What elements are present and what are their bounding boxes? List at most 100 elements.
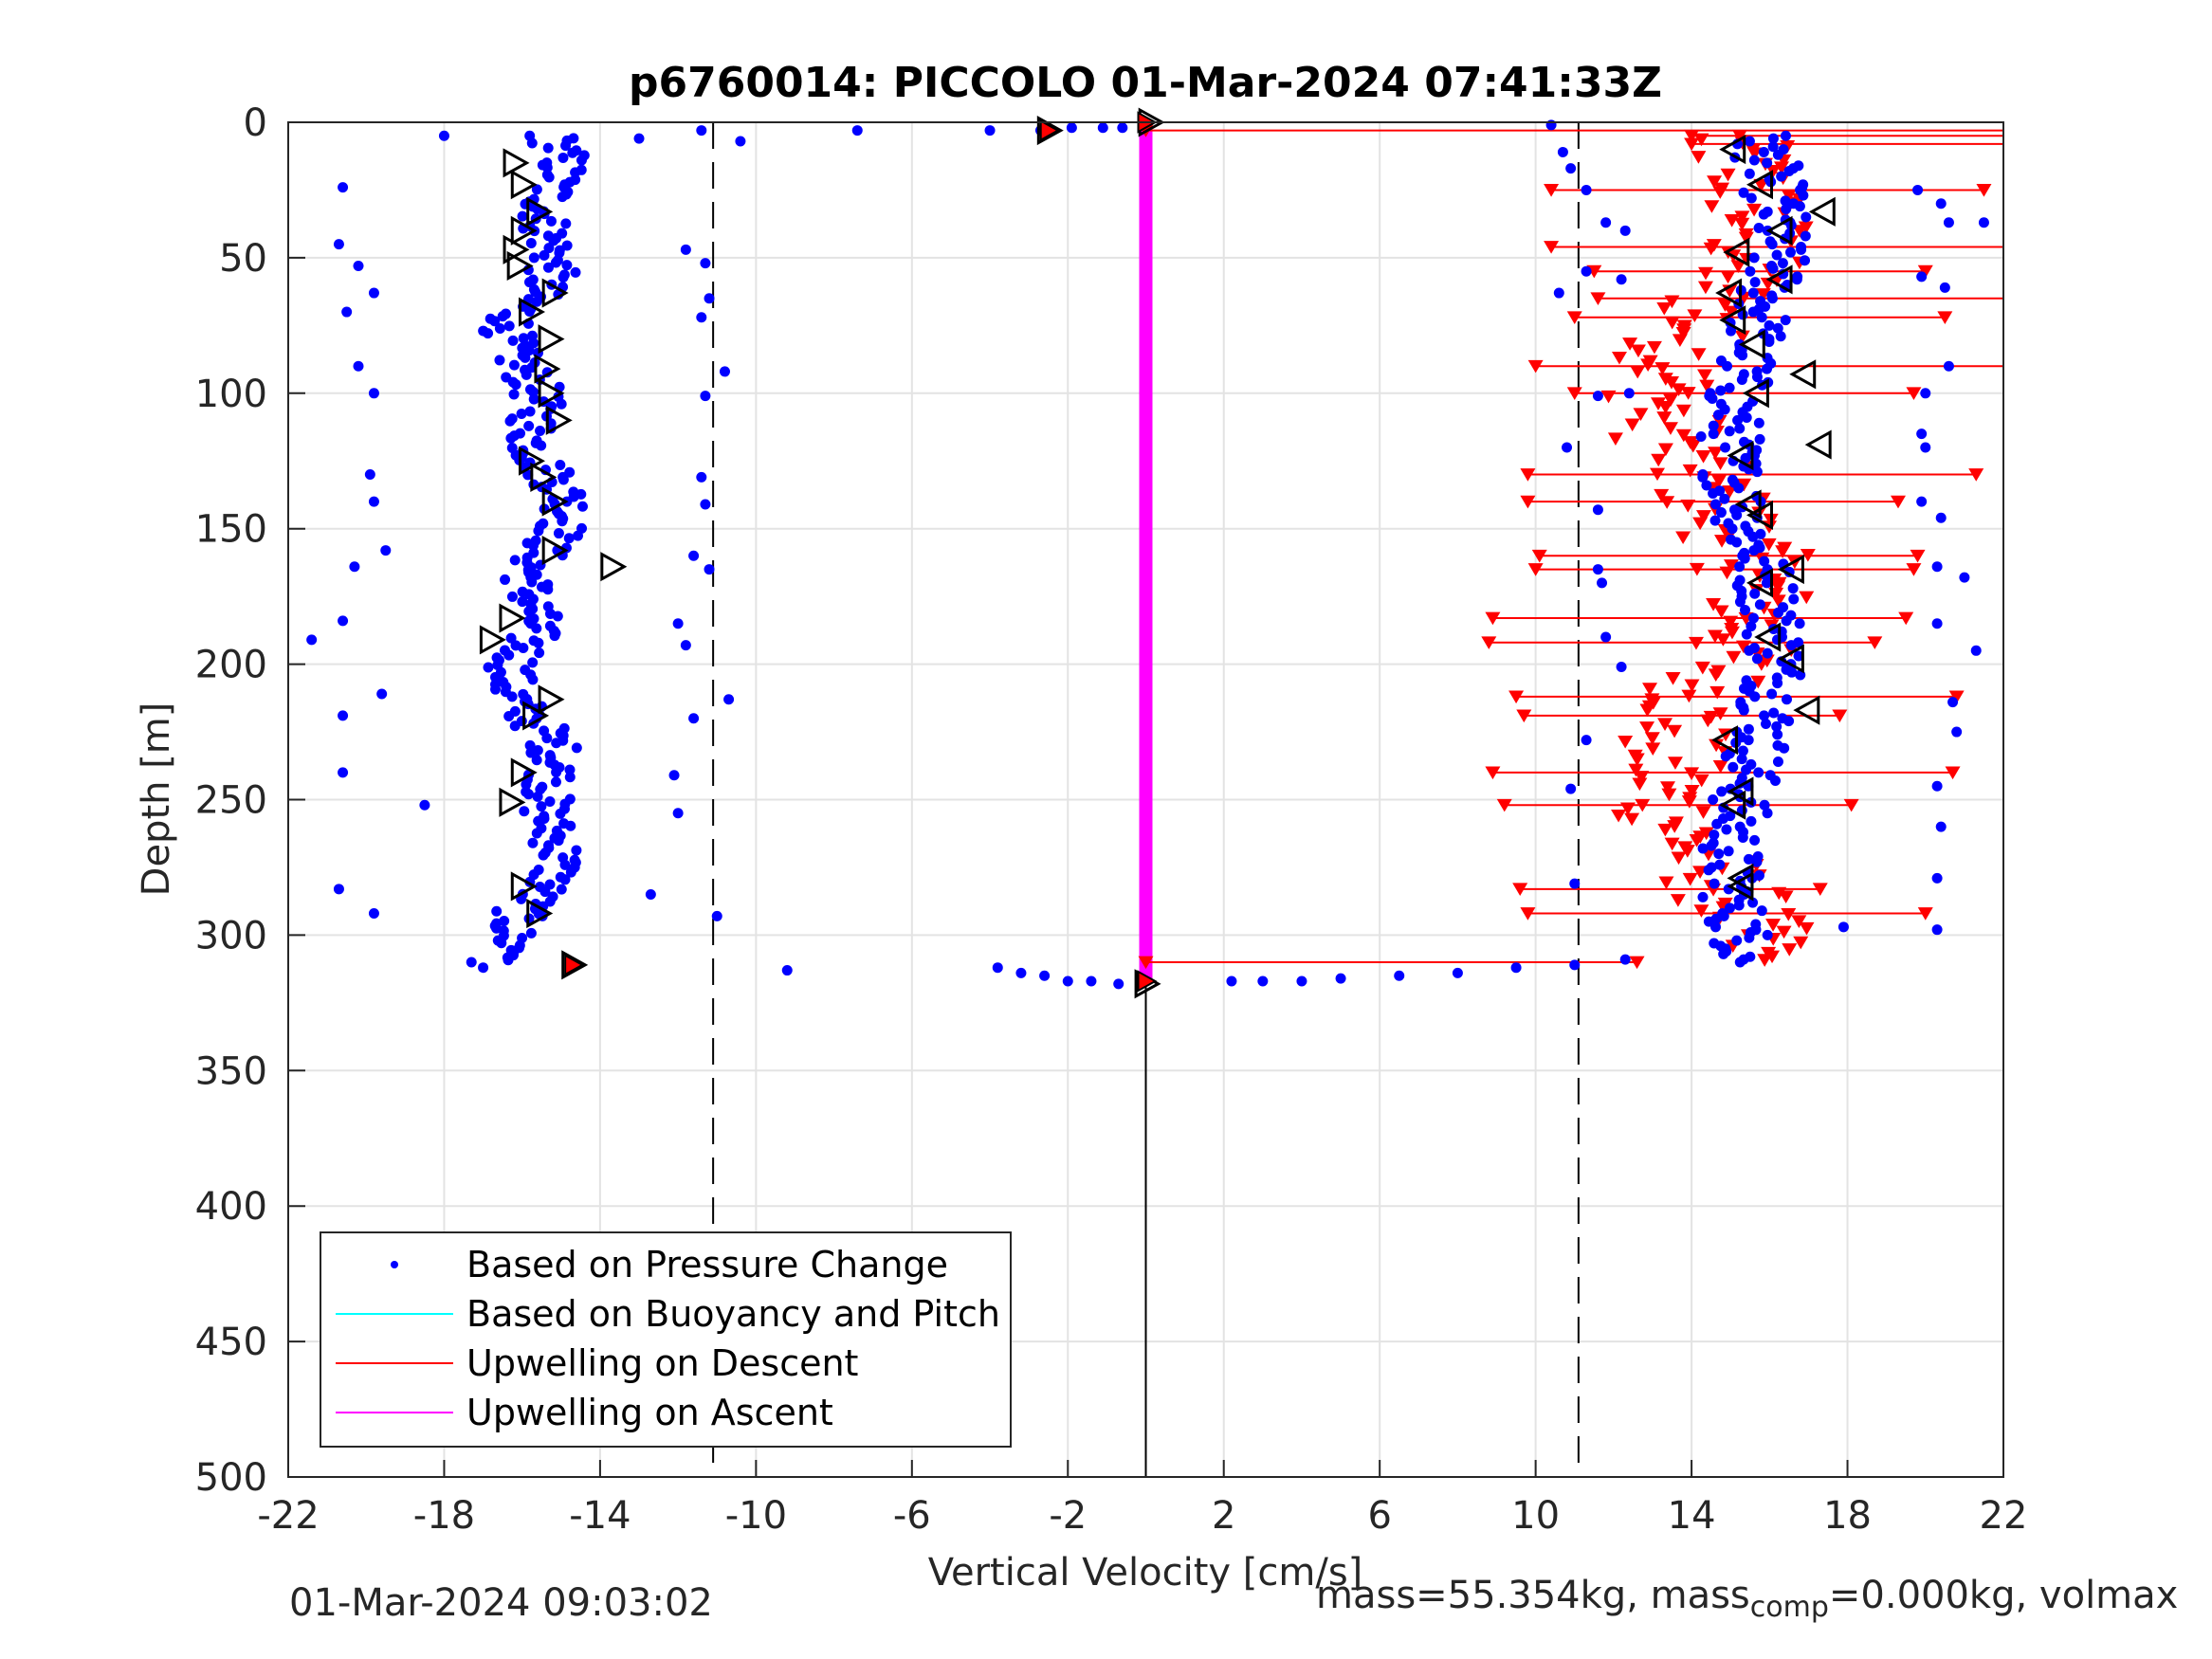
pressure-change-point bbox=[338, 615, 349, 627]
pressure-change-point bbox=[333, 884, 344, 895]
descent-marker bbox=[1682, 464, 1698, 478]
descent-marker bbox=[1639, 721, 1655, 735]
pressure-change-point bbox=[563, 533, 575, 544]
pressure-change-point bbox=[541, 733, 553, 744]
pressure-change-point bbox=[1762, 157, 1773, 169]
pressure-change-point bbox=[490, 671, 502, 683]
descent-marker bbox=[1634, 771, 1650, 784]
pressure-change-point bbox=[1728, 761, 1739, 773]
pressure-change-point bbox=[549, 630, 560, 642]
descent-marker bbox=[1659, 781, 1675, 794]
pressure-change-point bbox=[1767, 263, 1779, 274]
descent-marker bbox=[1670, 894, 1686, 907]
pressure-change-point bbox=[696, 125, 707, 137]
x-tick-label: -18 bbox=[413, 1494, 475, 1538]
pressure-change-point bbox=[349, 561, 360, 573]
descent-marker bbox=[1512, 883, 1528, 897]
pressure-change-point bbox=[1769, 775, 1781, 786]
event-marker bbox=[510, 757, 538, 788]
event-marker bbox=[499, 787, 526, 817]
pressure-change-point bbox=[1597, 577, 1608, 589]
descent-marker bbox=[1485, 766, 1501, 780]
descent-marker bbox=[1723, 559, 1739, 573]
pressure-change-point bbox=[1746, 192, 1757, 204]
pressure-change-point bbox=[559, 859, 571, 870]
pressure-change-point bbox=[1720, 751, 1731, 762]
x-axis-label: Vertical Velocity [cm/s] bbox=[928, 1551, 1363, 1595]
pressure-change-point bbox=[1756, 905, 1767, 917]
descent-marker bbox=[1776, 925, 1792, 939]
pressure-change-point bbox=[1747, 612, 1759, 624]
descent-marker bbox=[1633, 408, 1649, 422]
descent-marker bbox=[1695, 510, 1711, 523]
descent-marker bbox=[1662, 422, 1678, 435]
descent-marker bbox=[1775, 545, 1791, 558]
pressure-change-point bbox=[516, 409, 527, 420]
pressure-change-point bbox=[364, 469, 375, 481]
pressure-change-point bbox=[672, 808, 684, 819]
pressure-change-point bbox=[534, 647, 545, 659]
pressure-change-point bbox=[1753, 222, 1764, 233]
descent-marker bbox=[1657, 443, 1673, 457]
event-marker bbox=[561, 950, 589, 980]
pressure-change-point bbox=[781, 965, 793, 976]
legend-label: Based on Pressure Change bbox=[466, 1244, 948, 1285]
descent-marker bbox=[1508, 690, 1525, 704]
pressure-change-point bbox=[531, 828, 542, 839]
descent-marker bbox=[1663, 393, 1679, 408]
pressure-change-point bbox=[1947, 697, 1959, 708]
descent-marker bbox=[1657, 718, 1673, 731]
event-marker bbox=[541, 486, 569, 517]
pressure-change-point bbox=[1553, 287, 1564, 299]
pressure-change-point bbox=[573, 530, 584, 541]
event-marker bbox=[1719, 790, 1746, 820]
pressure-change-point bbox=[1794, 618, 1805, 629]
pressure-change-point bbox=[567, 147, 578, 158]
pressure-change-point bbox=[1708, 488, 1719, 500]
pressure-change-point bbox=[1931, 924, 1943, 936]
event-marker bbox=[1808, 196, 1836, 227]
pressure-change-point bbox=[1581, 735, 1592, 746]
pressure-change-point bbox=[1780, 130, 1791, 141]
descent-marker bbox=[1659, 496, 1675, 509]
pressure-change-point bbox=[1920, 388, 1931, 399]
y-axis-ticks: 0 50 100 150 200 250 300 350 400 450 500 bbox=[195, 101, 305, 1500]
pressure-change-point bbox=[1713, 848, 1725, 860]
descent-marker bbox=[1544, 184, 1560, 197]
pressure-change-point bbox=[1257, 975, 1269, 987]
pressure-change-point bbox=[555, 808, 566, 819]
pressure-change-point bbox=[560, 218, 572, 229]
pressure-change-point bbox=[1097, 122, 1108, 134]
descent-marker bbox=[1703, 242, 1719, 256]
pressure-change-point bbox=[536, 801, 547, 812]
descent-marker bbox=[1707, 175, 1723, 189]
pressure-change-point bbox=[1744, 136, 1755, 147]
descent-marker bbox=[1680, 387, 1696, 400]
pressure-change-point bbox=[1746, 621, 1757, 632]
pressure-change-point bbox=[1743, 723, 1754, 735]
pressure-change-point bbox=[1931, 618, 1943, 629]
descent-marker bbox=[1138, 956, 1154, 970]
pressure-change-point bbox=[494, 322, 505, 334]
pressure-change-point bbox=[1787, 583, 1799, 594]
descent-marker bbox=[1644, 732, 1660, 745]
pressure-change-point bbox=[1711, 818, 1723, 830]
pressure-change-point bbox=[1743, 853, 1754, 865]
pressure-change-point bbox=[1759, 710, 1770, 721]
pressure-change-point bbox=[338, 182, 349, 193]
pressure-change-point bbox=[1709, 921, 1721, 933]
y-tick-label: 350 bbox=[195, 1049, 267, 1093]
y-tick-label: 250 bbox=[195, 779, 267, 823]
pressure-change-point bbox=[1718, 948, 1729, 959]
descent-marker bbox=[1680, 500, 1696, 513]
descent-marker bbox=[1682, 872, 1698, 886]
pressure-change-point bbox=[306, 634, 318, 646]
pressure-change-point bbox=[1707, 393, 1718, 405]
descent-marker bbox=[1607, 432, 1623, 447]
pressure-change-point bbox=[1039, 970, 1051, 981]
legend-label: Based on Buoyancy and Pitch bbox=[466, 1293, 1000, 1335]
pressure-change-point bbox=[1734, 423, 1746, 434]
pressure-change-point bbox=[1793, 650, 1804, 662]
pressure-change-point bbox=[1788, 593, 1800, 605]
